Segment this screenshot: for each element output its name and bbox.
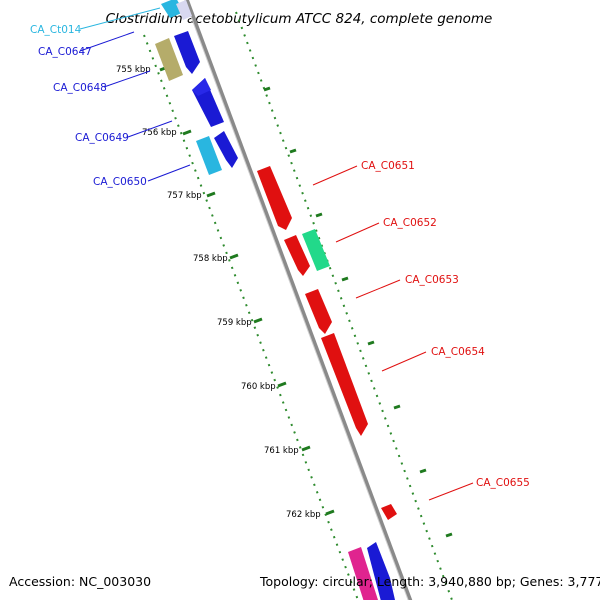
tick-mark: [277, 381, 287, 388]
tick-label: 758 kbp: [193, 254, 228, 264]
feature-teal[interactable]: [302, 229, 330, 271]
tick-mark: [301, 445, 311, 452]
leader-ca-c0651: [312, 165, 358, 186]
leader-ca-c0649: [127, 120, 173, 138]
gene-label-ca-c0655[interactable]: CA_C0655: [476, 477, 530, 489]
gene-ca-c0649[interactable]: [214, 131, 238, 168]
tick-mark: [445, 532, 453, 538]
gene-label-ca-c0654[interactable]: CA_C0654: [431, 346, 485, 358]
gene-label-ca-c0651[interactable]: CA_C0651: [361, 160, 415, 172]
gene-bottom-blue[interactable]: [367, 542, 395, 600]
gene-label-ca-ct014[interactable]: CA_Ct014: [30, 24, 82, 36]
leader-ca-c0653: [355, 279, 401, 299]
gene-ca-c0647[interactable]: [174, 31, 200, 74]
topology-summary: Topology: circular; Length: 3,940,880 bp…: [259, 574, 600, 589]
tick-label: 760 kbp: [241, 382, 276, 392]
gene-label-ca-c0647[interactable]: CA_C0647: [38, 46, 92, 58]
accession-text: Accession: NC_003030: [9, 574, 151, 589]
tick-mark: [182, 129, 192, 136]
leader-ca-c0654: [381, 351, 427, 372]
gene-label-ca-c0652[interactable]: CA_C0652: [383, 217, 437, 229]
tick-label: 761 kbp: [264, 446, 299, 456]
gene-ca-c0655[interactable]: [381, 504, 397, 520]
outer-tick-marks: [263, 86, 453, 538]
tick-label: 759 kbp: [217, 318, 252, 328]
tick-mark: [263, 86, 271, 92]
feature-magenta[interactable]: [348, 547, 378, 600]
gene-label-ca-c0650[interactable]: CA_C0650: [93, 176, 147, 188]
tick-mark: [229, 253, 239, 260]
leader-ca-c0647: [79, 31, 135, 52]
gene-ca-c0648-tail: [192, 78, 211, 96]
tick-mark: [341, 276, 349, 282]
map-title: Clostridium acetobutylicum ATCC 824, com…: [106, 11, 493, 27]
leader-ca-ct014: [79, 7, 161, 30]
leader-ca-c0655: [428, 482, 474, 501]
label-leaders: [79, 7, 474, 501]
tick-label: 756 kbp: [142, 128, 177, 138]
tick-mark: [289, 148, 297, 154]
feature-olive[interactable]: [155, 38, 183, 81]
genome-backbone: [184, 0, 413, 600]
leader-ca-c0648: [103, 70, 151, 88]
tick-mark: [206, 191, 216, 198]
gene-ca-ct014-shadow: [176, 0, 192, 20]
gene-label-ca-c0648[interactable]: CA_C0648: [53, 82, 107, 94]
leader-ca-c0652: [335, 222, 380, 243]
gene-ca-c0652[interactable]: [284, 235, 310, 276]
tick-mark: [253, 317, 263, 324]
gene-ca-c0651[interactable]: [257, 166, 292, 230]
leader-ca-c0650: [147, 164, 191, 182]
tick-label: 755 kbp: [116, 65, 151, 75]
tick-mark: [367, 340, 375, 346]
gene-label-ca-c0653[interactable]: CA_C0653: [405, 274, 459, 286]
tick-marks: [159, 65, 335, 516]
gene-label-ca-c0649[interactable]: CA_C0649: [75, 132, 129, 144]
tick-label: 757 kbp: [167, 191, 202, 201]
tick-mark: [393, 404, 401, 410]
tick-mark: [325, 509, 335, 516]
tick-mark: [419, 468, 427, 474]
tick-mark: [315, 212, 323, 218]
tick-label: 762 kbp: [286, 510, 321, 520]
outer-track-guide: [235, 11, 453, 600]
gene-ca-c0650[interactable]: [196, 136, 222, 175]
gene-ca-c0654[interactable]: [321, 333, 368, 436]
gene-ca-c0653[interactable]: [305, 289, 332, 334]
genome-backbone-highlight: [184, 0, 409, 600]
